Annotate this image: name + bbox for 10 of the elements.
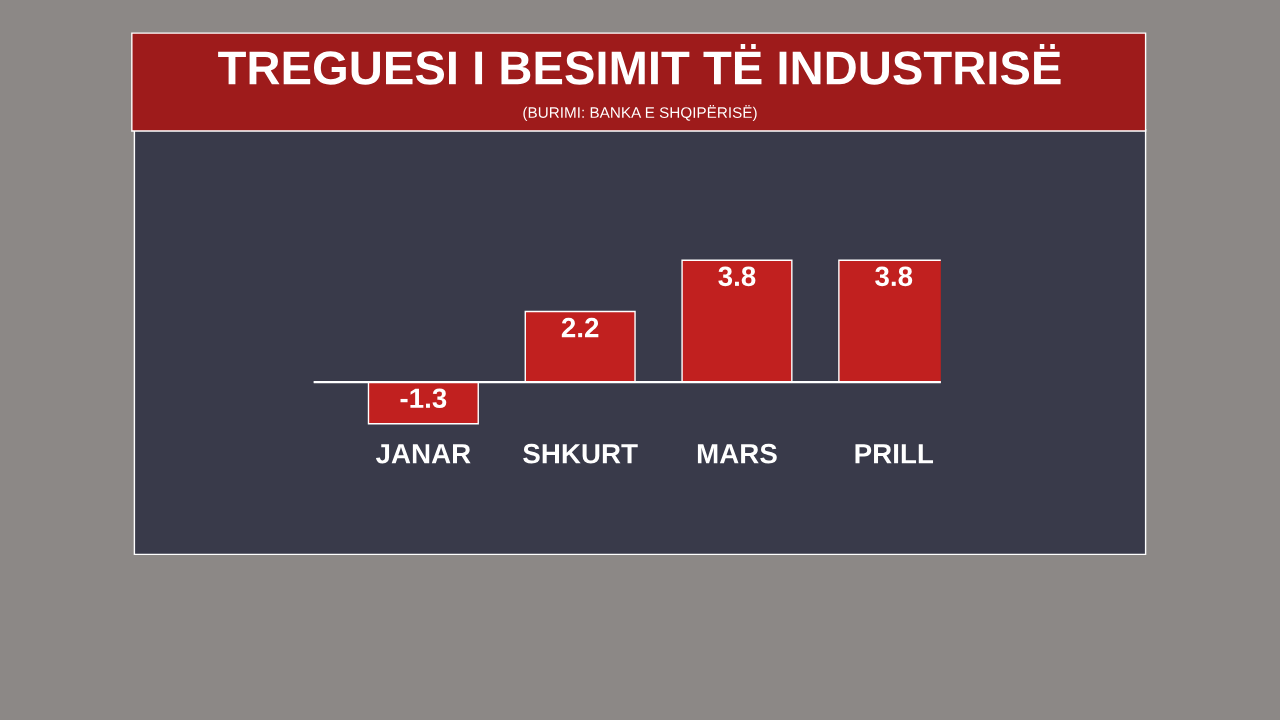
x-tick-label: SHKURT [523, 443, 638, 464]
x-tick-label: PRILL [855, 444, 934, 464]
x-tick-label: MARS [697, 443, 777, 464]
data-label: 3.8 [718, 266, 756, 287]
chart-title: TREGUESI I BESIMIT TË INDUSTRISË [218, 43, 1061, 85]
chart-subtitle: (BURIMI: BANKA E SHQIPËRISË) [523, 105, 757, 122]
x-tick-label: JANAR [375, 444, 471, 464]
data-label: 2.2 [561, 317, 599, 338]
data-label: 3.8 [875, 266, 913, 287]
data-label: -1.3 [400, 388, 447, 409]
